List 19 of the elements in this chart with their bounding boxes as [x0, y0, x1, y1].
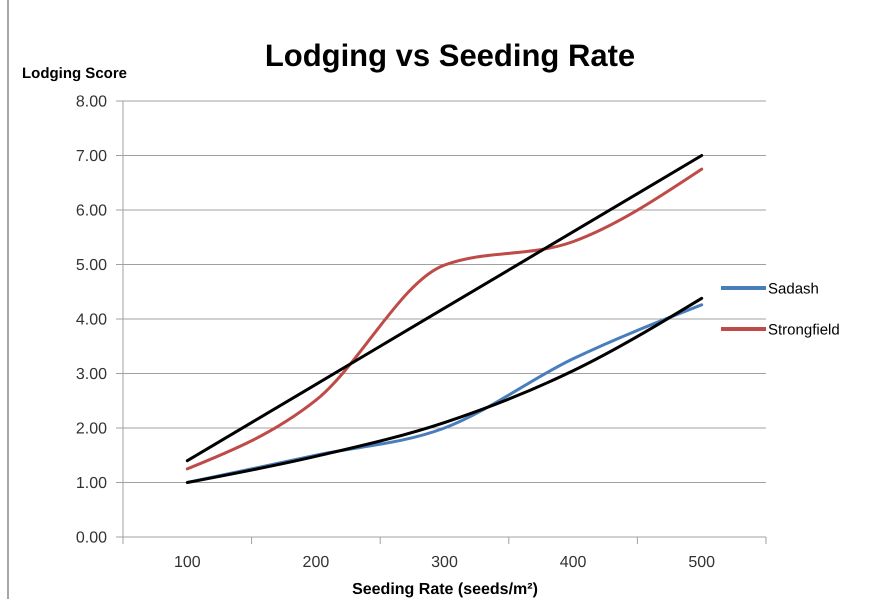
x-tick-label: 300	[431, 554, 458, 571]
y-tick-label: 7.00	[76, 148, 108, 166]
legend-label: Sadash	[768, 280, 819, 298]
x-tick-label: 400	[560, 554, 587, 571]
y-tick-label: 0.00	[76, 530, 108, 547]
y-tick-label: 8.00	[76, 94, 108, 111]
y-tick-label: 4.00	[76, 312, 108, 329]
y-tick-label: 6.00	[76, 202, 108, 220]
y-tick-label: 3.00	[76, 366, 108, 384]
y-tick-label: 2.00	[76, 420, 108, 438]
x-tick-label: 100	[174, 554, 201, 571]
x-tick-label: 200	[302, 554, 330, 571]
y-tick-label: 5.00	[76, 257, 108, 274]
x-tick-label: 500	[688, 554, 716, 571]
y-axis-title: Lodging Score	[22, 65, 127, 82]
legend-label: Strongfield	[768, 321, 840, 338]
y-tick-label: 1.00	[76, 475, 108, 492]
x-axis-title: Seeding Rate (seeds/m²)	[352, 581, 538, 598]
chart-title: Lodging vs Seeding Rate	[264, 38, 636, 73]
